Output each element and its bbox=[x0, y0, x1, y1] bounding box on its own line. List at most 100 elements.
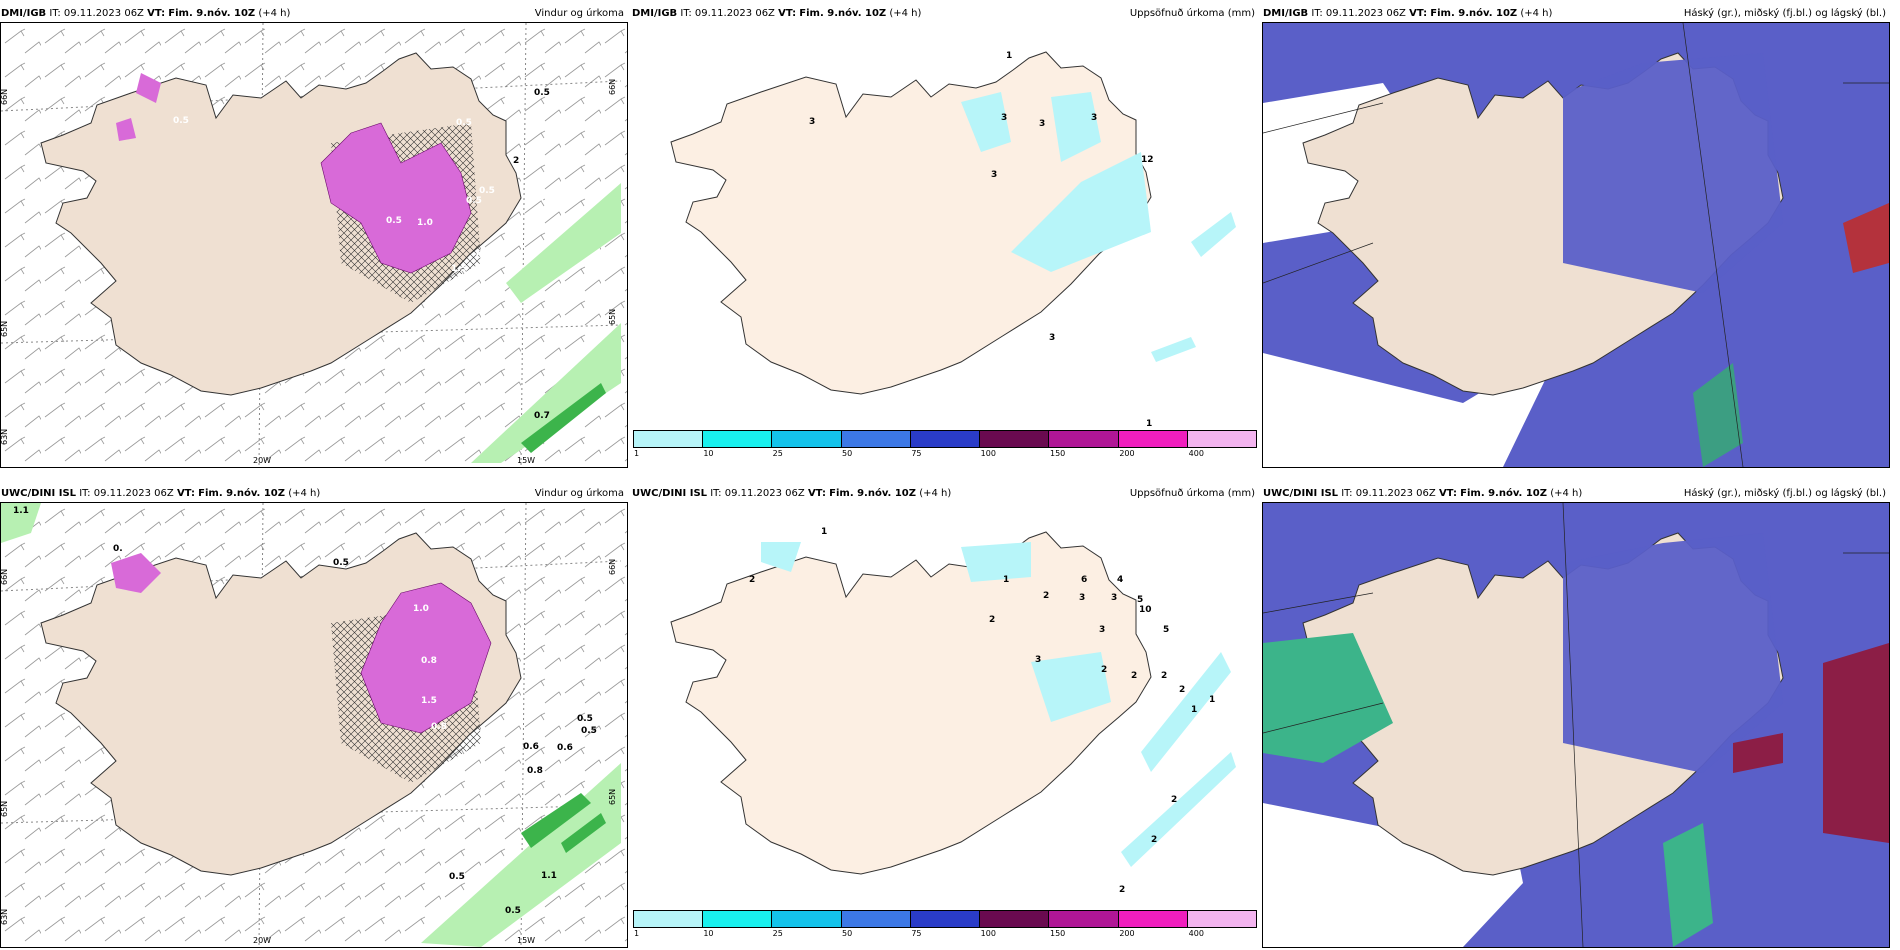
precip-value: 2 bbox=[513, 156, 519, 166]
precip-value: 0.6 bbox=[523, 742, 539, 752]
precip-green-dark bbox=[521, 793, 606, 853]
lead-time: (+4 h) bbox=[258, 8, 291, 19]
precip-purple bbox=[320, 122, 472, 274]
precip-value: 1.0 bbox=[413, 604, 429, 614]
it-label: IT: bbox=[680, 8, 692, 19]
gridline-lon bbox=[258, 23, 527, 467]
precip-value: 0.5 bbox=[173, 116, 189, 126]
colorbar-tick: 150 bbox=[1050, 449, 1066, 458]
accum-value: 3 bbox=[991, 170, 997, 180]
init-time: 09.11.2023 06Z bbox=[63, 8, 144, 19]
colorbar-swatch bbox=[1187, 431, 1256, 447]
precip-value: 0.7 bbox=[476, 251, 492, 261]
lead-time: (+4 h) bbox=[288, 488, 321, 499]
vt-label: VT: bbox=[176, 488, 195, 499]
precip-value: 0.5 bbox=[577, 714, 593, 724]
colorbar-tick: 25 bbox=[772, 929, 783, 938]
accum-value: 3 bbox=[809, 117, 815, 127]
colorbar-swatch bbox=[703, 431, 773, 447]
panel-title: Uppsöfnuð úrkoma (mm) bbox=[1129, 488, 1255, 499]
precip-value: 0.5 bbox=[456, 118, 472, 128]
colorbar-swatch bbox=[980, 911, 1050, 927]
model-name: DMI/IGB bbox=[1263, 8, 1309, 19]
cloud-over-land bbox=[1563, 533, 1783, 773]
colorbar-swatch bbox=[634, 911, 704, 927]
it-label: IT: bbox=[710, 488, 722, 499]
init-time: 09.11.2023 06Z bbox=[1355, 488, 1436, 499]
panel-row2-clouds: UWC/DINI ISL IT: 09.11.2023 06Z VT: Fim.… bbox=[1262, 480, 1890, 948]
map-wind-precip: 66N 65N 66N 65N 63N 20W 15W 0.5 0.5 0.5 … bbox=[0, 22, 628, 468]
init-time: 09.11.2023 06Z bbox=[1325, 8, 1406, 19]
precip-value: 1.5 bbox=[421, 696, 437, 706]
panel-row1-wind: DMI/IGB IT: 09.11.2023 06Z VT: Fim. 9.nó… bbox=[0, 0, 628, 468]
lon-label-0: 20W bbox=[253, 456, 271, 465]
low-cloud-green bbox=[1263, 633, 1713, 947]
colorbar-tick: 1 bbox=[634, 929, 640, 938]
accum-value: 2 bbox=[1179, 685, 1185, 695]
it-label: IT: bbox=[1311, 8, 1323, 19]
colorbar-swatch bbox=[980, 431, 1050, 447]
panel-row2-accum: UWC/DINI ISL IT: 09.11.2023 06Z VT: Fim.… bbox=[631, 480, 1259, 948]
colorbar-tick: 10 bbox=[703, 929, 714, 938]
map-clouds bbox=[1262, 502, 1890, 948]
colorbar-ticks: 1 10 25 50 75 100 150 200 400 bbox=[633, 929, 1257, 939]
precip-value: 1.0 bbox=[417, 218, 433, 228]
valid-time: Fim. 9.nóv. 10Z bbox=[1430, 8, 1518, 19]
colorbar-swatch bbox=[634, 431, 704, 447]
valid-time: Fim. 9.nóv. 10Z bbox=[168, 8, 256, 19]
precip-purple-nw bbox=[111, 553, 161, 593]
lon-label-0: 20W bbox=[253, 936, 271, 945]
valid-time: Fim. 9.nóv. 10Z bbox=[198, 488, 285, 499]
accum-value: 2 bbox=[1101, 665, 1107, 675]
cloud-over-land bbox=[1563, 53, 1783, 293]
accum-value: 1 bbox=[821, 527, 827, 537]
lat-label-4: 63N bbox=[1, 909, 9, 925]
lead-time: (+4 h) bbox=[1550, 488, 1583, 499]
precip-purple-nw bbox=[116, 73, 161, 141]
lat-label-2: 66N bbox=[608, 79, 617, 95]
accum-value: 3 bbox=[1049, 333, 1055, 343]
colorbar-swatch bbox=[841, 911, 911, 927]
lat-label-2: 66N bbox=[608, 559, 617, 575]
precip-value: 0.5 bbox=[479, 186, 495, 196]
map-clouds bbox=[1262, 22, 1890, 468]
colorbar: 1 10 25 50 75 100 150 200 400 bbox=[631, 430, 1259, 460]
precip-value: 1.1 bbox=[541, 871, 557, 881]
precip-green bbox=[471, 183, 621, 463]
init-time: 09.11.2023 06Z bbox=[93, 488, 174, 499]
colorbar-ticks: 1 10 25 50 75 100 150 200 400 bbox=[633, 449, 1257, 459]
panel-header: UWC/DINI ISL IT: 09.11.2023 06Z VT: Fim.… bbox=[631, 486, 1259, 502]
accum-value: 3 bbox=[1001, 113, 1007, 123]
colorbar-tick: 200 bbox=[1119, 929, 1135, 938]
accum-value: 1 bbox=[1191, 705, 1197, 715]
vt-label: VT: bbox=[807, 488, 826, 499]
accum-value: 2 bbox=[1119, 885, 1125, 895]
colorbar-tick: 50 bbox=[842, 929, 853, 938]
lat-label-3: 65N bbox=[608, 309, 617, 325]
accum-value: 3 bbox=[1091, 113, 1097, 123]
colorbar-tick: 100 bbox=[980, 449, 996, 458]
colorbar-swatch bbox=[1049, 431, 1119, 447]
precip-value: 1.5 bbox=[451, 264, 467, 274]
accum-value: 5 bbox=[1163, 625, 1169, 635]
valid-time: Fim. 9.nóv. 10Z bbox=[799, 8, 887, 19]
vt-label: VT: bbox=[1409, 8, 1428, 19]
colorbar-tick: 200 bbox=[1119, 449, 1135, 458]
lat-label-4: 63N bbox=[1, 429, 9, 445]
colorbar-tick: 50 bbox=[842, 449, 853, 458]
precip-value: 0.5 bbox=[333, 558, 349, 568]
precip-value: 0.6 bbox=[557, 743, 573, 753]
accum-value: 3 bbox=[1099, 625, 1105, 635]
colorbar-tick: 400 bbox=[1188, 929, 1204, 938]
precip-value: 1.5 bbox=[451, 264, 467, 274]
colorbar-swatch bbox=[1118, 911, 1188, 927]
vt-label: VT: bbox=[147, 8, 166, 19]
map-wind-precip: 66N 65N 66N 65N 63N 20W 15W 1.1 0. 0.5 0… bbox=[0, 502, 628, 948]
colorbar-tick: 400 bbox=[1188, 449, 1204, 458]
precip-value: 0.5 bbox=[534, 88, 550, 98]
precip-value: 0.5 bbox=[386, 216, 402, 226]
accum-value: 10 bbox=[1139, 605, 1152, 615]
precip-value: 0. bbox=[113, 544, 123, 554]
low-cloud-green bbox=[1693, 363, 1743, 467]
accum-value: 2 bbox=[1171, 795, 1177, 805]
